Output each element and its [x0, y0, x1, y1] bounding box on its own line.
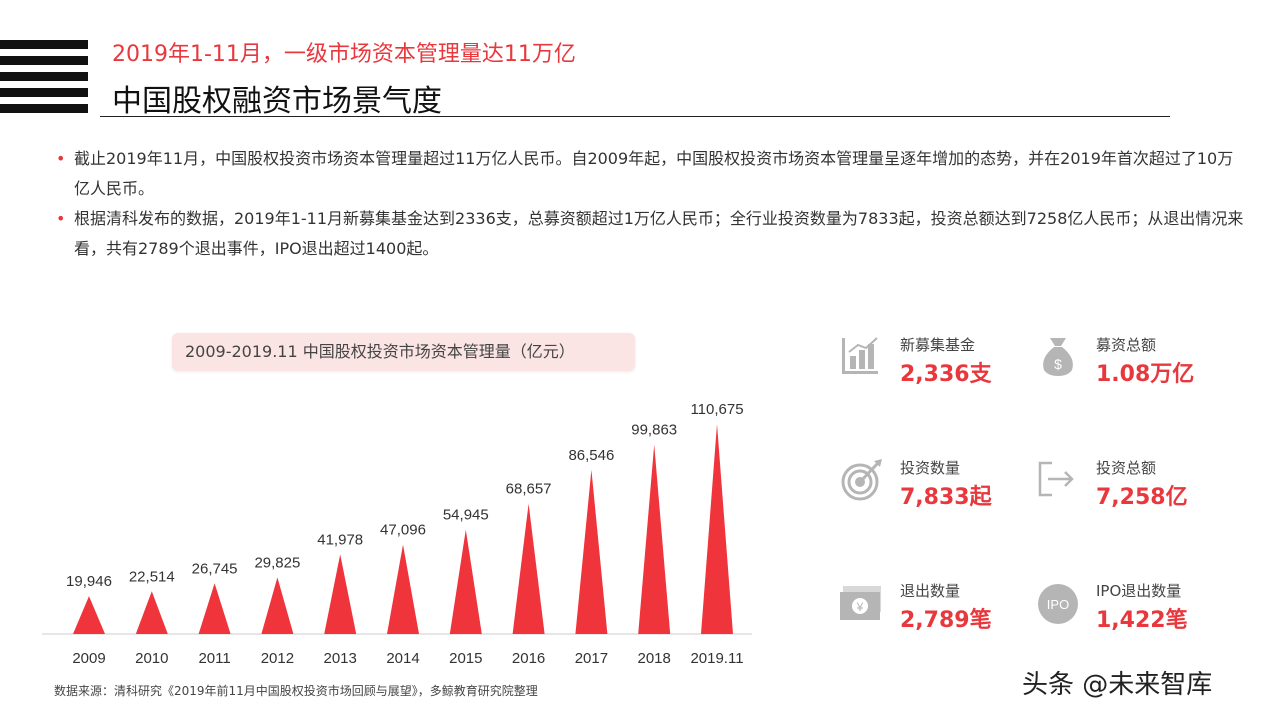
stat-fundraising-total: $ 募资总额 1.08万亿: [1036, 334, 1256, 394]
data-label: 26,745: [192, 560, 238, 577]
bar-2018: [638, 444, 671, 634]
bar-2015: [449, 529, 482, 634]
stat-value: 1,422笔: [1096, 608, 1188, 633]
data-label: 19,946: [66, 573, 112, 590]
bullet-item: 根据清科发布的数据，2019年1-11月新募集基金达到2336支，总募资额超过1…: [54, 204, 1244, 264]
title-divider: [100, 116, 1170, 117]
chart-title: 2009-2019.11 中国股权投资市场资本管理量（亿元）: [185, 342, 575, 361]
stat-label: 退出数量: [900, 582, 961, 600]
header-stripes-decoration: [0, 40, 88, 120]
data-label: 86,546: [568, 447, 614, 464]
data-label: 110,675: [690, 401, 743, 418]
banknote-icon: ¥: [840, 586, 881, 620]
bar-2011: [198, 583, 231, 634]
bar-2017: [575, 469, 608, 634]
stat-value: 2,336支: [900, 362, 992, 387]
stat-label: 新募集基金: [900, 336, 976, 354]
stat-new-funds: 新募集基金 2,336支: [840, 334, 1060, 394]
bar-2016: [512, 503, 545, 634]
stat-label: IPO退出数量: [1096, 582, 1182, 600]
target-icon: [841, 459, 882, 501]
data-label: 22,514: [129, 568, 175, 585]
stat-value: 7,258亿: [1096, 485, 1188, 510]
x-tick-label: 2016: [512, 650, 545, 667]
ipo-icon-text: IPO: [1047, 597, 1069, 612]
svg-text:¥: ¥: [856, 600, 864, 614]
stat-label: 投资总额: [1096, 459, 1157, 477]
watermark: 头条 @未来智库: [1022, 670, 1213, 700]
stat-ipo-exit-count: IPO IPO退出数量 1,422笔: [1036, 580, 1256, 640]
bullet-list: 截止2019年11月，中国股权投资市场资本管理量超过11万亿人民币。自2009年…: [54, 144, 1244, 264]
bullet-item: 截止2019年11月，中国股权投资市场资本管理量超过11万亿人民币。自2009年…: [54, 144, 1244, 204]
bar-2010: [135, 591, 168, 634]
bar-2009: [73, 596, 105, 634]
bar-2013: [324, 554, 357, 634]
x-tick-label: 2019.11: [690, 650, 743, 667]
svg-text:$: $: [1054, 356, 1062, 372]
data-label: 68,657: [506, 481, 552, 498]
stat-value: 2,789笔: [900, 608, 992, 633]
x-tick-label: 2010: [135, 650, 168, 667]
data-label: 54,945: [443, 507, 489, 524]
data-source-note: 数据来源：清科研究《2019年前11月中国股权投资市场回顾与展望》，多鲸教育研究…: [54, 684, 538, 698]
x-tick-label: 2012: [261, 650, 294, 667]
x-tick-label: 2017: [575, 650, 608, 667]
stat-value: 1.08万亿: [1096, 362, 1195, 387]
data-label: 99,863: [631, 422, 677, 439]
ipo-icon: IPO: [1038, 584, 1078, 624]
x-tick-label: 2013: [324, 650, 357, 667]
x-tick-label: 2014: [386, 650, 419, 667]
stat-exit-count: ¥ 退出数量 2,789笔: [840, 580, 1060, 640]
bar-2019.11: [701, 424, 733, 634]
stat-investment-count: 投资数量 7,833起: [840, 457, 1060, 517]
bar-chart-icon: [842, 337, 878, 374]
data-label: 29,825: [254, 554, 300, 571]
data-label: 41,978: [317, 531, 363, 548]
x-tick-label: 2018: [638, 650, 671, 667]
bar-2014: [387, 544, 419, 634]
x-tick-label: 2011: [198, 650, 230, 667]
page-title: 中国股权融资市场景气度: [112, 84, 442, 119]
stat-label: 投资数量: [900, 459, 961, 477]
x-tick-label: 2015: [449, 650, 482, 667]
money-bag-icon: $: [1043, 338, 1073, 376]
exit-arrow-icon: [1038, 461, 1074, 497]
bar-2012: [261, 577, 294, 634]
page-subtitle: 2019年1-11月，一级市场资本管理量达11万亿: [112, 42, 576, 67]
data-label: 47,096: [380, 522, 426, 539]
chart-title-box: 2009-2019.11 中国股权投资市场资本管理量（亿元）: [172, 333, 635, 371]
stat-value: 7,833起: [900, 485, 992, 510]
stat-investment-total: 投资总额 7,258亿: [1036, 457, 1256, 517]
x-tick-label: 2009: [72, 650, 105, 667]
stat-label: 募资总额: [1096, 336, 1157, 354]
